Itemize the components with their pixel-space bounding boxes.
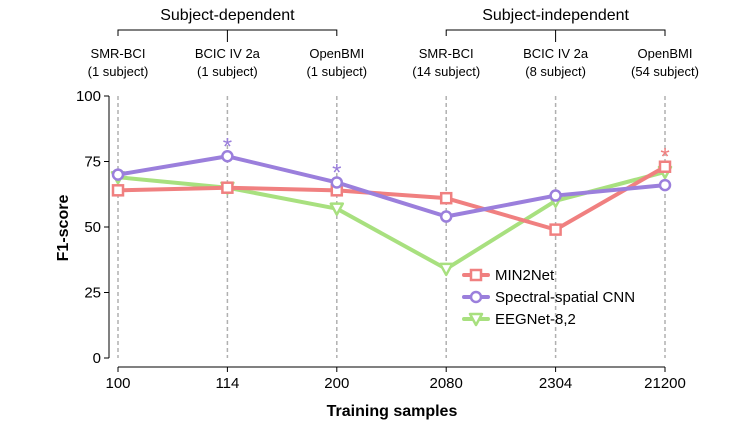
- legend-label: Spectral-spatial CNN: [495, 289, 635, 306]
- legend: MIN2Net Spectral-spatial CNN EEGNet-8,2: [462, 267, 635, 328]
- data-point: [111, 168, 125, 181]
- y-tick-label: 50: [84, 219, 101, 236]
- group-headers: Subject-dependent Subject-independent: [117, 7, 666, 42]
- significance-asterisk: *: [660, 144, 669, 171]
- data-point: [658, 178, 672, 192]
- dataset-subjects-label: (1 subject): [306, 64, 367, 79]
- group-label: Subject-dependent: [160, 7, 295, 24]
- group-bracket: [445, 29, 666, 42]
- data-point: [111, 184, 125, 197]
- group-bracket: [117, 29, 338, 42]
- vertical-gridlines: [117, 96, 666, 358]
- x-tick-label: 2080: [430, 375, 463, 392]
- data-point: [221, 150, 234, 163]
- legend-label: MIN2Net: [495, 267, 555, 284]
- y-tick-label: 75: [84, 154, 101, 171]
- dataset-name-label: SMR-BCI: [91, 46, 146, 61]
- significance-annotations: * * *: [223, 133, 670, 186]
- significance-asterisk: *: [223, 133, 232, 160]
- dataset-labels: SMR-BCI (1 subject) BCIC IV 2a (1 subject) O…: [88, 46, 699, 79]
- series-line: [116, 169, 667, 271]
- dataset-name-label: OpenBMI: [638, 46, 693, 61]
- dataset-name-label: BCIC IV 2a: [523, 46, 589, 61]
- legend-marker: [469, 268, 483, 282]
- dataset-subjects-label: (8 subject): [525, 64, 586, 79]
- data-point: [329, 202, 345, 216]
- series-lines: [110, 150, 673, 277]
- x-tick-label: 2304: [539, 375, 572, 392]
- legend-marker: [468, 312, 484, 327]
- data-point: [549, 223, 562, 236]
- legend-marker: [469, 290, 483, 304]
- dataset-name-label: OpenBMI: [309, 46, 364, 61]
- data-point: [658, 160, 672, 173]
- x-tick-label: 21200: [644, 375, 686, 392]
- group-label: Subject-independent: [482, 7, 629, 24]
- dataset-name-label: SMR-BCI: [419, 46, 474, 61]
- dataset-subjects-label: (14 subject): [412, 64, 480, 79]
- axes: 0 25 50 75 100 100 114 200 2080 2304 21200: [76, 88, 686, 392]
- data-point: [439, 210, 453, 223]
- data-point: [438, 262, 454, 277]
- data-point: [221, 181, 234, 194]
- data-point: [330, 176, 344, 189]
- y-tick-label: 25: [84, 285, 101, 302]
- data-point: [549, 189, 562, 202]
- x-tick-label: 114: [215, 375, 239, 392]
- x-tick-label: 100: [105, 375, 130, 392]
- x-axis-title: Training samples: [327, 403, 458, 420]
- dataset-subjects-label: (1 subject): [88, 64, 149, 79]
- y-axis-title: F1-score: [55, 195, 72, 262]
- x-tick-label: 200: [324, 375, 349, 392]
- series-line: [116, 154, 667, 219]
- dataset-subjects-label: (54 subject): [631, 64, 699, 79]
- y-tick-label: 0: [93, 350, 101, 367]
- legend-label: EEGNet-8,2: [495, 311, 576, 328]
- significance-asterisk: *: [332, 159, 341, 186]
- y-tick-label: 100: [76, 88, 101, 105]
- series-line: [116, 164, 667, 232]
- dataset-name-label: BCIC IV 2a: [195, 46, 261, 61]
- dataset-subjects-label: (1 subject): [197, 64, 258, 79]
- data-point: [439, 191, 453, 205]
